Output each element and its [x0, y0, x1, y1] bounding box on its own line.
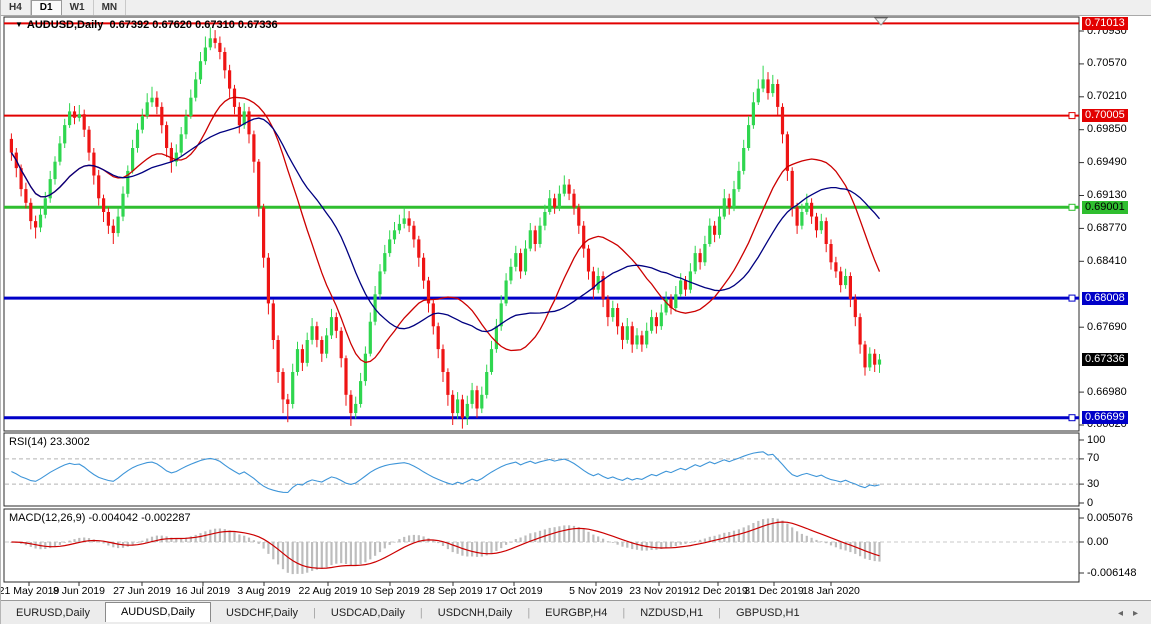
price-tick-label: 0.68770 [1087, 221, 1127, 234]
hline-marker [1068, 203, 1076, 211]
chart-tab-usdcad[interactable]: USDCAD,Daily [330, 607, 405, 619]
chart-tab-usdcnh[interactable]: USDCNH,Daily [437, 607, 513, 619]
tab-divider: | [718, 607, 721, 619]
price-tick-label: 0.69490 [1087, 156, 1127, 169]
rsi-tick-label: 0 [1087, 496, 1094, 509]
date-tick-label: 21 May 2019 [0, 585, 60, 597]
rsi-tick-label: 30 [1087, 477, 1100, 490]
price-level-badge: 0.70005 [1082, 109, 1128, 123]
price-tick-label: 0.69130 [1087, 189, 1127, 202]
chart-tab-eurusd[interactable]: EURUSD,Daily [16, 607, 90, 619]
rsi-tick-label: 70 [1087, 452, 1100, 465]
hline-marker [1068, 414, 1076, 422]
price-tick-label: 0.69850 [1087, 123, 1127, 136]
hline-marker [1068, 112, 1076, 120]
symbol-label: AUDUSD,Daily [26, 19, 104, 31]
timeframe-button-mn[interactable]: MN [94, 0, 127, 15]
price-tick-label: 0.70570 [1087, 57, 1127, 70]
symbol-caret-icon[interactable]: ▼ [15, 20, 23, 29]
date-tick-label: 27 Jun 2019 [113, 585, 171, 597]
tab-divider: | [419, 607, 423, 619]
price-level-badge: 0.71013 [1082, 16, 1128, 30]
timeframe-button-w1[interactable]: W1 [62, 0, 94, 15]
rsi-indicator-label: RSI(14) 23.3002 [9, 436, 90, 448]
date-tick-label: 12 Dec 2019 [688, 585, 748, 597]
chart-tab-gbpusd[interactable]: GBPUSD,H1 [736, 607, 800, 619]
price-level-badge: 0.68008 [1082, 291, 1128, 305]
date-axis: 21 May 2019 8 Jun 2019 27 Jun 2019 16 Jul 2… [1, 584, 1079, 600]
chart-tab-usdchf[interactable]: USDCHF,Daily [225, 607, 299, 619]
ohlc-readout: 0.67392 0.67620 0.67310 0.67336 [109, 19, 278, 31]
date-tick-label: 16 Jul 2019 [175, 585, 231, 597]
price-level-badge: 0.69001 [1082, 200, 1128, 214]
tab-divider: | [527, 607, 531, 619]
macd-tick-label: -0.006148 [1087, 566, 1137, 579]
chart-title: ▼ AUDUSD,Daily 0.67392 0.67620 0.67310 0.… [15, 19, 278, 31]
price-tick-label: 0.70210 [1087, 90, 1127, 103]
hline-marker [1068, 294, 1076, 302]
main-chart-panel[interactable] [3, 16, 1080, 432]
rsi-line [11, 451, 880, 494]
rsi-panel[interactable] [3, 432, 1080, 507]
chart-tab-eurgbp[interactable]: EURGBP,H4 [545, 607, 608, 619]
date-tick-label: 22 Aug 2019 [298, 585, 358, 597]
macd-signal-line [11, 521, 880, 569]
timeframe-button-d1[interactable]: D1 [30, 0, 62, 15]
macd-panel[interactable] [3, 508, 1080, 583]
chart-tab-nzdusd[interactable]: NZDUSD,H1 [640, 607, 704, 619]
macd-tick-label: 0.005076 [1087, 511, 1133, 524]
price-tick-label: 0.68410 [1087, 254, 1127, 267]
date-tick-label: 23 Nov 2019 [629, 585, 689, 597]
price-tick-label: 0.67690 [1087, 320, 1127, 333]
price-level-badge: 0.66699 [1082, 411, 1128, 425]
date-tick-label: 5 Nov 2019 [569, 585, 623, 597]
timeframe-button-h4[interactable]: H4 [1, 0, 31, 15]
macd-tick-label: 0.00 [1087, 535, 1109, 548]
date-tick-label: 18 Jan 2020 [802, 585, 860, 597]
tab-scroll-left-button[interactable]: ◂ [1117, 607, 1123, 619]
date-tick-label: 3 Aug 2019 [237, 585, 291, 597]
tab-divider: | [622, 607, 626, 619]
timeframe-toolbar: H4 D1 W1 MN [1, 0, 1151, 16]
chart-shift-marker-icon[interactable] [873, 17, 889, 26]
date-tick-label: 31 Dec 2019 [744, 585, 804, 597]
ma-fast-line [10, 96, 881, 364]
chart-tab-audusd[interactable]: AUDUSD,Daily [104, 602, 211, 622]
date-tick-label: 17 Oct 2019 [485, 585, 543, 597]
rsi-tick-label: 100 [1087, 433, 1106, 446]
chart-tab-bar: EURUSD,Daily AUDUSD,Daily USDCHF,Daily | USD… [1, 600, 1151, 624]
price-level-badge: 0.67336 [1082, 353, 1128, 367]
ma-slow-line [10, 117, 880, 333]
tab-scroll-right-button[interactable]: ▸ [1132, 607, 1138, 619]
date-tick-label: 28 Sep 2019 [423, 585, 483, 597]
chart-canvas[interactable] [1, 0, 1151, 600]
tab-divider: | [313, 607, 316, 619]
macd-indicator-label: MACD(12,26,9) -0.004042 -0.002287 [9, 512, 191, 524]
date-tick-label: 10 Sep 2019 [360, 585, 420, 597]
price-axis: 0.70930 0.70570 0.70210 0.69850 0.69490 0.691… [1079, 0, 1151, 600]
price-tick-label: 0.66980 [1087, 385, 1127, 398]
date-tick-label: 8 Jun 2019 [53, 585, 105, 597]
